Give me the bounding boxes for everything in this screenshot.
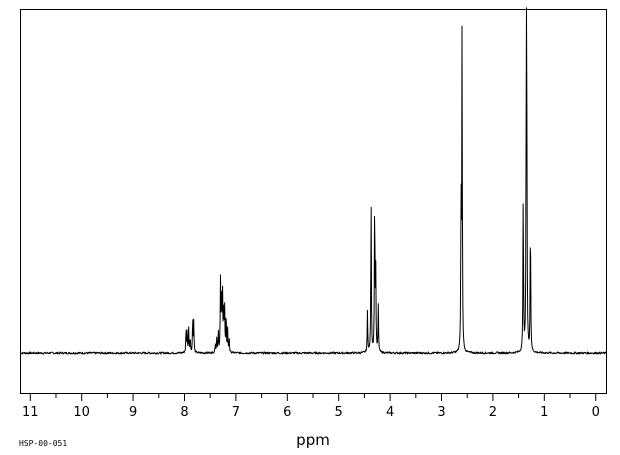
x-tick-label: 6 xyxy=(283,405,291,420)
x-tick-label: 5 xyxy=(335,405,343,420)
x-tick-label: 2 xyxy=(489,405,497,420)
x-tick-label: 1 xyxy=(540,405,548,420)
x-axis-label: ppm xyxy=(296,431,330,449)
plot-frame xyxy=(20,9,607,394)
x-tick-label: 9 xyxy=(129,405,137,420)
x-axis: 11 10 9 8 7 6 5 4 3 2 1 0 xyxy=(22,393,600,420)
x-tick-label: 4 xyxy=(386,405,394,420)
x-tick-label: 3 xyxy=(437,405,445,420)
x-tick-label: 10 xyxy=(73,405,90,420)
spectrum-line xyxy=(19,7,607,355)
x-tick-label: 0 xyxy=(592,405,600,420)
x-tick-label: 8 xyxy=(180,405,188,420)
sample-id-label: HSP-00-051 xyxy=(19,439,67,448)
x-tick-label: 7 xyxy=(232,405,240,420)
x-tick-label: 11 xyxy=(22,405,39,420)
